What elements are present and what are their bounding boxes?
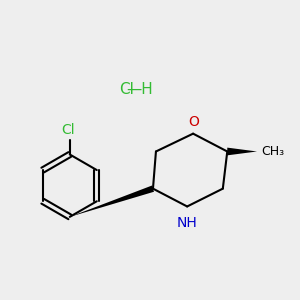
Text: NH: NH xyxy=(177,216,197,230)
Text: Cl: Cl xyxy=(119,82,134,97)
Text: CH₃: CH₃ xyxy=(262,145,285,158)
Text: Cl: Cl xyxy=(61,123,75,136)
Text: —H: —H xyxy=(126,82,153,97)
Text: O: O xyxy=(188,115,199,129)
Polygon shape xyxy=(227,148,257,155)
Polygon shape xyxy=(70,185,154,217)
